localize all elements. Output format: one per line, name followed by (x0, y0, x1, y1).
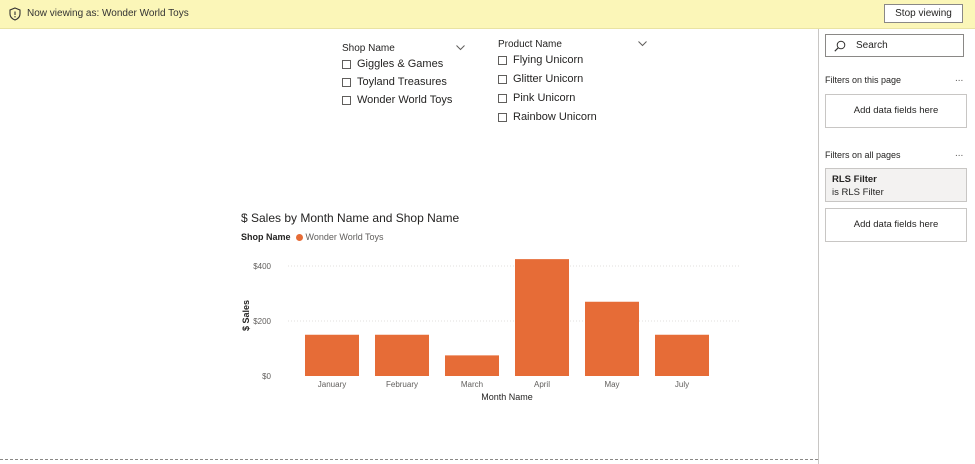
slicer-item-label: Toyland Treasures (357, 76, 447, 88)
slicer-item-label: Glitter Unicorn (513, 73, 584, 85)
bar[interactable] (585, 301, 639, 376)
y-axis-label: $ Sales (241, 300, 251, 331)
checkbox[interactable] (498, 74, 507, 84)
slicer-item-label: Giggles & Games (357, 58, 444, 70)
y-tick-label: $400 (253, 262, 271, 271)
chart-legend: Shop Name Wonder World Toys (241, 232, 384, 242)
chevron-down-icon[interactable] (456, 45, 465, 51)
filters-on-this-page-label: Filters on this page (825, 75, 902, 85)
shop-name-slicer: Shop Name Giggles & Games Toyland Treasu… (342, 43, 467, 113)
slicer-item-label: Pink Unicorn (513, 92, 576, 104)
checkbox[interactable] (342, 77, 351, 87)
slicer-item[interactable]: Glitter Unicorn (498, 72, 583, 86)
legend-title: Shop Name (241, 232, 291, 242)
bar[interactable] (515, 259, 569, 376)
bar[interactable] (655, 334, 709, 376)
slicer-item-label: Flying Unicorn (513, 54, 584, 66)
bar[interactable] (305, 334, 359, 376)
chart-title: $ Sales by Month Name and Shop Name (241, 211, 460, 225)
chevron-down-icon[interactable] (638, 41, 647, 47)
bar[interactable] (445, 355, 499, 376)
slicer-header: Shop Name (342, 43, 395, 54)
x-tick-label: March (461, 380, 483, 389)
slicer-header: Product Name (498, 39, 562, 50)
stop-viewing-button[interactable]: Stop viewing (884, 4, 963, 23)
x-tick-label: July (675, 380, 689, 389)
canvas-boundary (0, 459, 818, 460)
add-data-fields-page[interactable]: Add data fields here (825, 94, 967, 128)
slicer-item-label: Rainbow Unicorn (513, 111, 597, 123)
slicer-item[interactable]: Rainbow Unicorn (498, 110, 597, 124)
more-options-icon[interactable]: ... (955, 148, 964, 159)
shield-icon (9, 7, 21, 21)
slicer-item[interactable]: Wonder World Toys (342, 93, 452, 107)
view-as-banner: Now viewing as: Wonder World Toys Stop v… (0, 0, 975, 29)
checkbox[interactable] (498, 112, 507, 122)
x-tick-label: January (318, 380, 346, 389)
sales-bar-chart: $0 $200 $400 $ Sales January February March Apr… (241, 259, 740, 402)
slicer-item[interactable]: Giggles & Games (342, 57, 443, 71)
checkbox[interactable] (342, 95, 351, 105)
x-tick-label: April (534, 380, 550, 389)
viewing-as-text: Now viewing as: Wonder World Toys (27, 8, 189, 19)
filter-card-title: RLS Filter (832, 174, 877, 185)
x-tick-label: February (386, 380, 418, 389)
checkbox[interactable] (498, 55, 507, 65)
y-tick-label: $200 (253, 317, 271, 326)
slicer-item[interactable]: Pink Unicorn (498, 91, 575, 105)
checkbox[interactable] (342, 59, 351, 69)
slicer-item-label: Wonder World Toys (357, 94, 453, 106)
filters-on-all-pages-label: Filters on all pages (825, 150, 901, 160)
filters-pane: Search Filters on this page ... Add data… (818, 29, 975, 464)
add-data-fields-all-pages[interactable]: Add data fields here (825, 208, 967, 242)
x-tick-label: May (604, 380, 619, 389)
search-icon (834, 40, 846, 52)
report-canvas: Shop Name Giggles & Games Toyland Treasu… (0, 29, 818, 461)
checkbox[interactable] (498, 93, 507, 103)
filter-card-summary: is RLS Filter (832, 187, 884, 198)
legend-swatch (295, 233, 303, 241)
legend-entry[interactable]: Wonder World Toys (305, 232, 384, 242)
slicer-item[interactable]: Toyland Treasures (342, 75, 447, 89)
search-input[interactable]: Search (825, 34, 964, 57)
search-placeholder: Search (856, 40, 888, 51)
more-options-icon[interactable]: ... (955, 73, 964, 84)
rls-filter-card[interactable]: RLS Filter is RLS Filter (825, 168, 967, 202)
bar[interactable] (375, 334, 429, 376)
x-axis-label: Month Name (481, 392, 533, 402)
product-name-slicer: Product Name Flying Unicorn Glitter Unic… (498, 39, 648, 129)
slicer-item[interactable]: Flying Unicorn (498, 53, 583, 67)
y-tick-label: $0 (262, 372, 271, 381)
